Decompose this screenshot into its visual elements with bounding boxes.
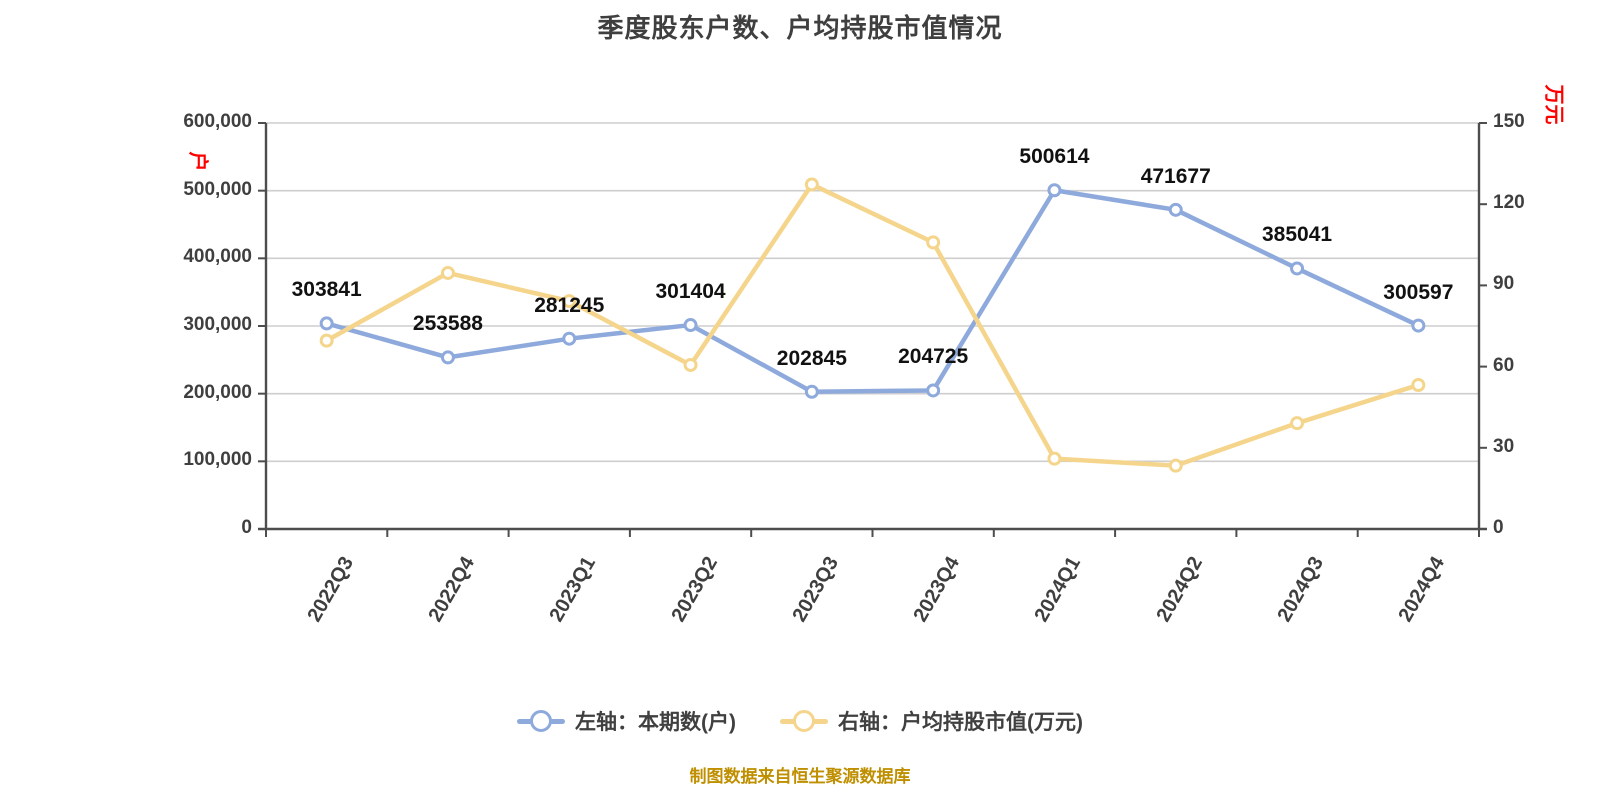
data-point-marker [1290, 261, 1305, 276]
right-axis-tick-label: 90 [1493, 273, 1515, 295]
right-axis-tick-label: 60 [1493, 354, 1515, 376]
left-axis-tick-label: 600,000 [183, 111, 252, 132]
right-axis-tick-label: 150 [1493, 111, 1525, 132]
data-point-label: 281245 [534, 293, 605, 317]
x-axis-label: 2022Q3 [303, 553, 358, 626]
legend: 左轴：本期数(户) 右轴：户均持股市值(万元) [0, 706, 1600, 736]
data-point-marker [1411, 378, 1426, 393]
series-line-0 [324, 188, 1421, 394]
data-point-label: 303841 [291, 278, 362, 302]
data-point-marker [804, 384, 819, 399]
data-point-label: 204725 [898, 345, 969, 369]
left-axis-tick-label: 400,000 [183, 246, 252, 268]
left-axis-tick-label: 0 [241, 517, 252, 538]
data-point-label: 253588 [412, 312, 483, 336]
x-axis-label: 2023Q3 [788, 553, 843, 626]
data-point-marker [926, 235, 941, 250]
right-axis-tick-label: 120 [1493, 192, 1525, 214]
x-axis-label: 2024Q3 [1273, 553, 1329, 626]
legend-dot-blue-icon [530, 710, 552, 732]
left-axis-tick-label: 500,000 [183, 178, 252, 200]
data-point-marker [804, 177, 819, 192]
legend-label-right-axis: 右轴：户均持股市值(万元) [838, 711, 1083, 734]
legend-marker-blue-icon [517, 710, 565, 732]
data-point-label: 300597 [1383, 280, 1454, 304]
data-point-marker [1411, 318, 1426, 333]
legend-dot-yellow-icon [793, 710, 815, 732]
data-point-marker [683, 318, 698, 333]
legend-marker-yellow-icon [780, 710, 828, 732]
data-point-marker [319, 316, 334, 331]
data-point-marker [440, 350, 455, 365]
data-point-marker [926, 383, 941, 398]
data-point-marker [562, 331, 577, 346]
data-point-label: 202845 [776, 346, 847, 370]
legend-item-left-axis-series[interactable]: 左轴：本期数(户) [517, 706, 736, 736]
left-axis-tick-label: 300,000 [183, 314, 252, 335]
left-axis-tick-label: 100,000 [183, 449, 252, 471]
x-axis-label: 2022Q4 [424, 553, 479, 626]
right-axis-tick-label: 30 [1493, 435, 1515, 457]
data-point-label: 385041 [1262, 223, 1333, 247]
plot-area [258, 122, 1487, 537]
data-point-label: 471677 [1140, 164, 1211, 188]
x-axis-label: 2024Q2 [1152, 553, 1207, 626]
left-axis-unit-label: 户 [186, 151, 209, 172]
data-point-label: 301404 [655, 280, 726, 304]
data-point-marker [683, 357, 698, 372]
data-point-marker [1168, 202, 1183, 217]
right-axis-tick-label: 0 [1493, 517, 1504, 538]
x-axis-label: 2024Q1 [1030, 553, 1086, 626]
x-axis-label: 2023Q4 [909, 553, 965, 626]
x-axis-label: 2023Q1 [545, 553, 601, 626]
data-point-marker [319, 333, 334, 348]
data-point-marker [562, 294, 577, 309]
source-note: 制图数据来自恒生聚源数据库 [689, 767, 911, 786]
data-point-label: 500614 [1019, 145, 1090, 169]
data-point-marker [1047, 451, 1062, 466]
x-axis-label: 2023Q2 [666, 553, 722, 626]
left-axis-tick-label: 200,000 [183, 381, 252, 403]
data-point-marker [1168, 458, 1183, 473]
x-axis-label: 2024Q4 [1394, 553, 1450, 626]
data-point-marker [1047, 183, 1062, 198]
chart-title: 季度股东户数、户均持股市值情况 [597, 13, 1003, 43]
legend-item-right-axis-series[interactable]: 右轴：户均持股市值(万元) [780, 706, 1083, 736]
series-line-1 [324, 182, 1421, 468]
data-point-marker [1290, 416, 1305, 431]
legend-label-left-axis: 左轴：本期数(户) [575, 711, 736, 734]
data-point-marker [440, 265, 455, 280]
